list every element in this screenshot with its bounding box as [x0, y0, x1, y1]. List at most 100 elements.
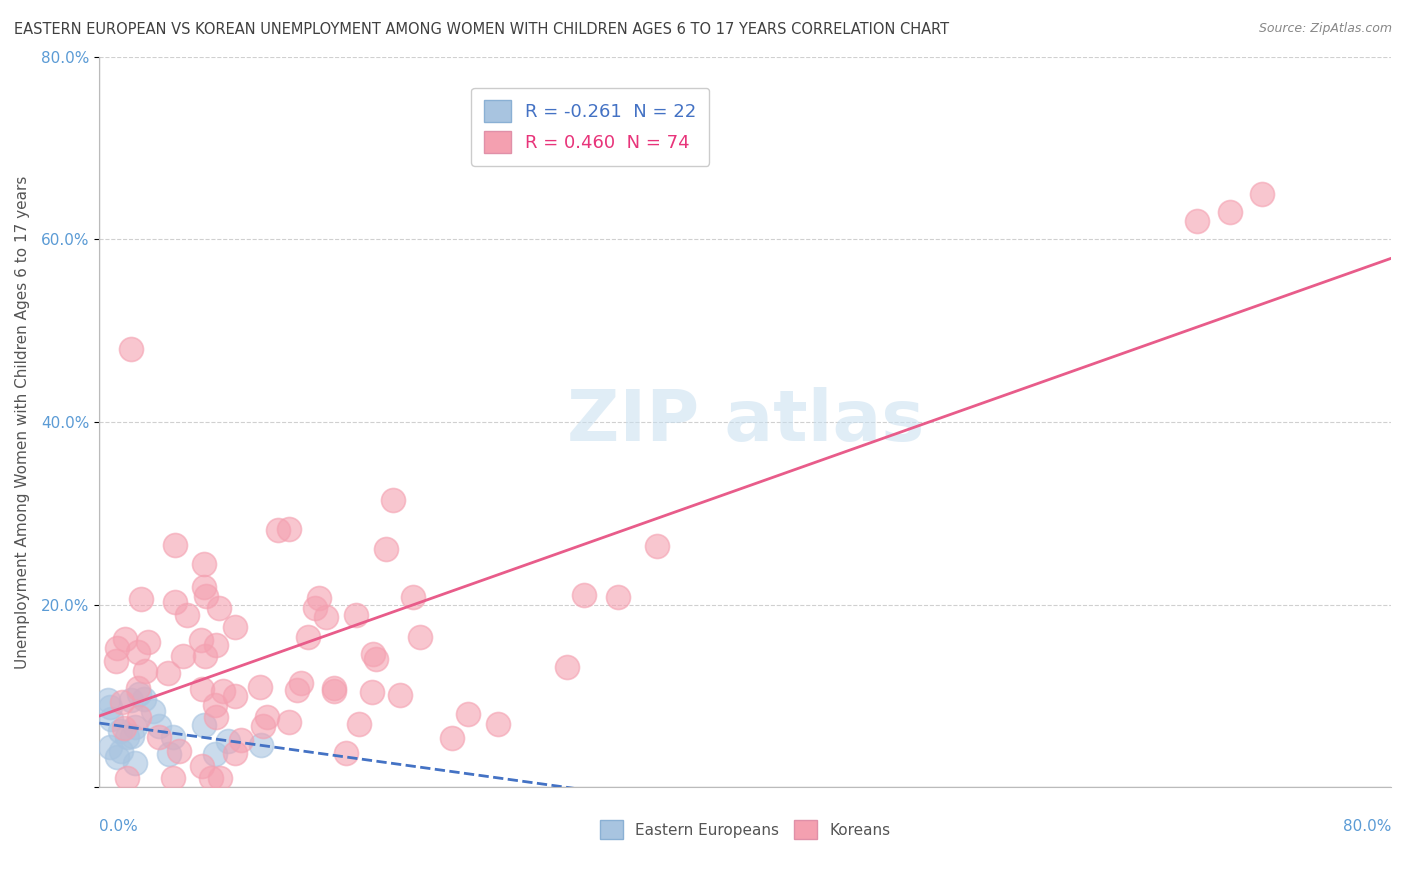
Point	[193, 557, 215, 571]
Point	[606, 590, 628, 604]
Point	[344, 608, 367, 623]
Point	[194, 649, 217, 664]
Point	[347, 716, 370, 731]
Point	[205, 638, 228, 652]
Point	[191, 682, 214, 697]
Point	[224, 619, 246, 633]
Point	[304, 601, 326, 615]
Point	[224, 746, 246, 760]
Point	[167, 744, 190, 758]
Y-axis label: Unemployment Among Women with Children Ages 6 to 17 years: Unemployment Among Women with Children A…	[15, 175, 30, 669]
Point	[136, 635, 159, 649]
Point	[124, 720, 146, 734]
Point	[1187, 214, 1209, 228]
Point	[208, 601, 231, 615]
Point	[193, 718, 215, 732]
Point	[98, 699, 121, 714]
Point	[156, 665, 179, 680]
Point	[172, 648, 194, 663]
Point	[278, 715, 301, 730]
Point	[231, 732, 253, 747]
Point	[208, 771, 231, 785]
Point	[104, 654, 127, 668]
Point	[105, 640, 128, 655]
Point	[112, 722, 135, 736]
Point	[128, 709, 150, 723]
Point	[162, 771, 184, 785]
Point	[250, 739, 273, 753]
Point	[165, 595, 187, 609]
Point	[191, 758, 214, 772]
Point	[134, 692, 156, 706]
Point	[204, 698, 226, 712]
Point	[557, 660, 579, 674]
Point	[134, 665, 156, 679]
Legend: Eastern Europeans, Koreans: Eastern Europeans, Koreans	[593, 814, 897, 846]
Point	[115, 771, 138, 785]
Point	[200, 771, 222, 785]
Point	[97, 693, 120, 707]
Point	[129, 591, 152, 606]
Point	[120, 692, 142, 706]
Point	[148, 719, 170, 733]
Point	[176, 608, 198, 623]
Point	[323, 684, 346, 698]
Text: Source: ZipAtlas.com: Source: ZipAtlas.com	[1258, 22, 1392, 36]
Point	[217, 734, 239, 748]
Point	[256, 709, 278, 723]
Point	[124, 756, 146, 770]
Text: EASTERN EUROPEAN VS KOREAN UNEMPLOYMENT AMONG WOMEN WITH CHILDREN AGES 6 TO 17 Y: EASTERN EUROPEAN VS KOREAN UNEMPLOYMENT …	[14, 22, 949, 37]
Point	[389, 688, 412, 702]
Point	[162, 730, 184, 744]
Point	[194, 589, 217, 603]
Point	[645, 539, 668, 553]
Point	[127, 645, 149, 659]
Point	[285, 682, 308, 697]
Point	[193, 580, 215, 594]
Text: 80.0%: 80.0%	[1343, 819, 1391, 834]
Point	[108, 724, 131, 739]
Point	[142, 705, 165, 719]
Point	[364, 652, 387, 666]
Point	[105, 750, 128, 764]
Point	[121, 730, 143, 744]
Point	[204, 747, 226, 761]
Point	[212, 684, 235, 698]
Point	[114, 632, 136, 646]
Text: ZIP atlas: ZIP atlas	[567, 387, 924, 457]
Point	[322, 681, 344, 695]
Point	[278, 522, 301, 536]
Point	[409, 630, 432, 644]
Point	[252, 719, 274, 733]
Point	[335, 746, 357, 760]
Point	[308, 591, 330, 605]
Point	[315, 610, 337, 624]
Point	[361, 684, 384, 698]
Point	[165, 538, 187, 552]
Point	[382, 493, 405, 508]
Point	[375, 542, 398, 557]
Point	[457, 707, 479, 722]
Point	[115, 730, 138, 744]
Point	[572, 588, 595, 602]
Point	[361, 647, 384, 661]
Point	[111, 695, 134, 709]
Point	[205, 709, 228, 723]
Point	[249, 680, 271, 694]
Point	[100, 712, 122, 726]
Point	[402, 591, 425, 605]
Point	[441, 731, 464, 746]
Point	[297, 630, 319, 644]
Point	[120, 342, 142, 356]
Point	[224, 689, 246, 703]
Point	[148, 730, 170, 744]
Point	[267, 523, 290, 537]
Point	[157, 747, 180, 761]
Point	[1250, 186, 1272, 201]
Point	[290, 676, 312, 690]
Point	[190, 632, 212, 647]
Point	[110, 744, 132, 758]
Point	[100, 739, 122, 754]
Text: 0.0%: 0.0%	[100, 819, 138, 834]
Point	[486, 717, 509, 731]
